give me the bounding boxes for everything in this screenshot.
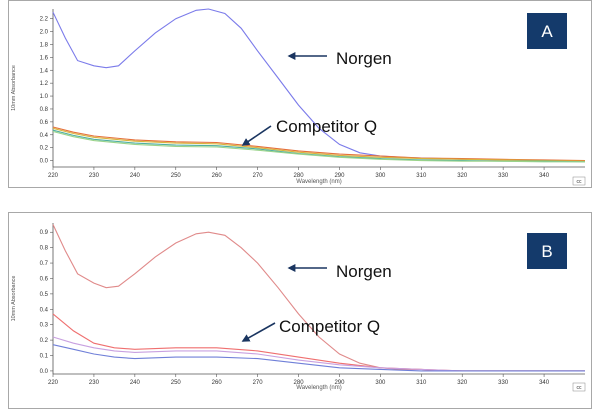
series-line-3 [52,127,586,162]
x-tick-label: 320 [457,380,468,386]
x-tick-label: 290 [334,380,345,386]
x-tick-label: 230 [89,380,100,386]
y-tick-label: 0.6 [40,120,49,126]
chart-panel-a: 0.0 0.2 0.4 0.6 0.8 1.0 1.2 1.4 1.6 1.8 2.0 2.2 220 2… [8,0,592,188]
competitor-annotation: Competitor Q [279,317,380,336]
x-tick-label: 280 [294,173,305,179]
y-tick-label: 0.8 [40,246,49,252]
series-line-1 [52,8,586,162]
y-tick-label: 0.8 [40,107,49,113]
y-axis-label: 10mm Absorbance [11,276,17,322]
x-tick-label: 300 [375,380,386,386]
x-tick-label: 220 [48,380,59,386]
competitor-arrow [241,125,272,146]
y-tick-label: 1.0 [40,94,49,100]
x-tick-label: 230 [89,173,100,179]
x-tick-label: 240 [130,173,141,179]
norgen-annotation: Norgen [336,262,392,281]
y-tick-label: 1.4 [40,68,49,74]
y-tick-label: 0.5 [40,292,49,298]
corner-box [572,382,586,392]
y-tick-label: 0.0 [40,369,49,375]
y-tick-label: 1.2 [40,81,49,87]
x-tick-label: 270 [253,173,264,179]
y-tick-label: 1.8 [40,42,49,48]
y-tick-label: 0.7 [40,261,49,267]
series-line-4 [52,344,585,372]
competitor-arrow [241,322,276,342]
x-tick-label: 330 [498,173,509,179]
x-axis-label: Wavelength (nm) [296,179,341,185]
y-tick-label: 0.0 [40,159,49,165]
series-line-5 [52,130,585,163]
x-tick-label: 250 [171,173,182,179]
series-line-2 [52,126,586,162]
y-tick-label: 2.2 [40,17,49,23]
y-tick-label: 0.6 [40,276,49,282]
x-tick-label: 330 [498,380,509,386]
corner-box [572,176,586,186]
y-axis-label: 10mm Absorbance [11,65,17,111]
y-tick-label: 0.2 [40,146,49,152]
y-tick-label: 0.2 [40,338,49,344]
y-tick-label: 2.0 [40,30,49,36]
x-tick-label: 290 [334,173,345,179]
corner-mark: cc [577,385,583,391]
panel-badge-label: B [541,242,552,261]
x-tick-label: 280 [294,380,305,386]
y-tick-label: 0.1 [40,354,49,360]
x-tick-label: 260 [212,380,223,386]
y-tick-label: 1.6 [40,55,49,61]
chart-panel-b: 0.0 0.1 0.2 0.3 0.4 0.5 0.6 0.7 0.8 0.9 220 230 240 2… [8,212,592,409]
corner-mark: cc [577,179,583,185]
x-tick-label: 300 [375,173,386,179]
y-tick-label: 0.4 [40,133,49,139]
norgen-annotation: Norgen [336,49,392,68]
x-tick-label: 220 [48,173,59,179]
x-tick-label: 310 [416,380,427,386]
chart-b-svg: 0.0 0.1 0.2 0.3 0.4 0.5 0.6 0.7 0.8 0.9 220 230 240 2… [11,223,586,392]
y-tick-label: 0.4 [40,307,49,313]
panel-badge [527,13,567,49]
x-tick-label: 270 [253,380,264,386]
panel-badge [527,233,567,269]
x-tick-label: 320 [457,173,468,179]
x-tick-label: 340 [539,380,550,386]
y-tick-label: 0.9 [40,230,49,236]
chart-a-svg: 0.0 0.2 0.4 0.6 0.8 1.0 1.2 1.4 1.6 1.8 2.0 2.2 220 2… [11,8,586,186]
y-tick-label: 0.3 [40,323,49,329]
x-tick-label: 310 [416,173,427,179]
competitor-annotation: Competitor Q [276,117,377,136]
x-axis-label: Wavelength (nm) [296,385,341,391]
x-tick-label: 340 [539,173,550,179]
x-tick-label: 260 [212,173,223,179]
x-tick-label: 250 [171,380,182,386]
x-tick-label: 240 [130,380,141,386]
panel-badge-label: A [541,22,553,41]
